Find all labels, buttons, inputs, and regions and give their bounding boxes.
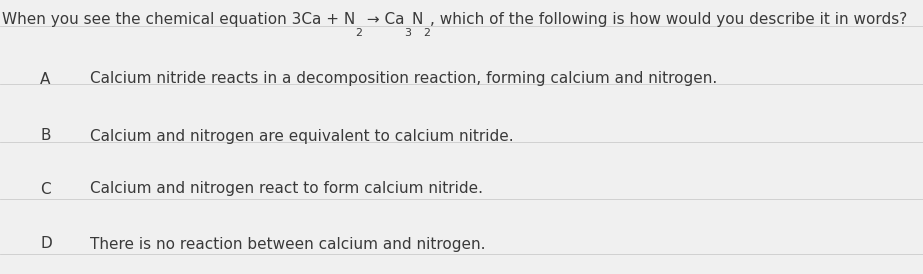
Text: Calcium nitride reacts in a decomposition reaction, forming calcium and nitrogen: Calcium nitride reacts in a decompositio…	[90, 72, 717, 87]
Text: Calcium and nitrogen react to form calcium nitride.: Calcium and nitrogen react to form calci…	[90, 181, 483, 196]
Text: 3: 3	[404, 28, 412, 38]
Text: N: N	[412, 12, 423, 27]
Text: When you see the chemical equation 3Ca + N: When you see the chemical equation 3Ca +…	[2, 12, 355, 27]
Text: C: C	[40, 181, 51, 196]
Text: A: A	[40, 72, 51, 87]
Text: 2: 2	[423, 28, 430, 38]
Text: B: B	[40, 129, 51, 144]
Text: Calcium and nitrogen are equivalent to calcium nitride.: Calcium and nitrogen are equivalent to c…	[90, 129, 513, 144]
Text: , which of the following is how would you describe it in words?: , which of the following is how would yo…	[430, 12, 907, 27]
Text: 2: 2	[355, 28, 362, 38]
Text: D: D	[40, 236, 52, 252]
Text: There is no reaction between calcium and nitrogen.: There is no reaction between calcium and…	[90, 236, 485, 252]
Text: → Ca: → Ca	[362, 12, 404, 27]
